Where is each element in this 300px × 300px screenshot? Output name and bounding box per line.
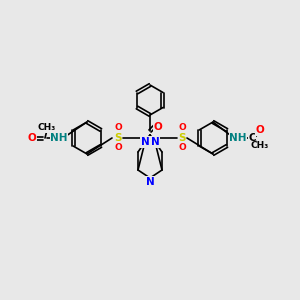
Text: N: N (141, 137, 149, 147)
Text: O: O (154, 122, 162, 132)
Text: C: C (248, 133, 256, 143)
Text: O: O (28, 133, 36, 143)
Text: S: S (114, 133, 122, 143)
Text: O: O (114, 143, 122, 152)
Text: O: O (256, 125, 264, 135)
Text: O: O (178, 143, 186, 152)
Text: NH: NH (50, 133, 68, 143)
Text: S: S (178, 133, 186, 143)
Text: O: O (178, 124, 186, 133)
Text: N: N (146, 177, 154, 187)
Text: O: O (114, 124, 122, 133)
Text: N: N (151, 137, 159, 147)
Text: CH₃: CH₃ (38, 124, 56, 133)
Text: CH₃: CH₃ (251, 142, 269, 151)
Text: NH: NH (229, 133, 247, 143)
